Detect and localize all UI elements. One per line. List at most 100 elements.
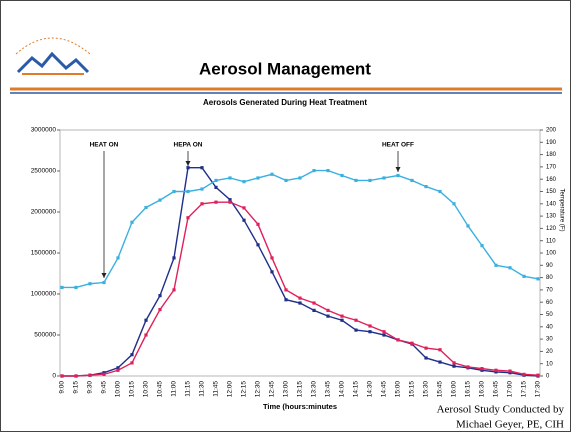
data-point [340,173,344,178]
data-point [60,374,64,378]
x-tick-label: 15:15 [409,381,416,398]
data-point [242,206,246,210]
y2-tick-label: 160 [546,177,557,183]
data-point [480,368,484,372]
annotation: HEPA ON [174,142,203,149]
y2-tick-label: 20 [546,349,553,355]
slide-title: Aerosol Management [199,59,371,78]
data-point [438,360,442,364]
y2-tick-label: 10 [546,361,553,367]
y2-tick-label: 80 [546,275,553,281]
data-point [116,368,120,372]
data-point [74,374,78,378]
x-tick-label: 15:45 [437,381,444,398]
data-point [144,205,148,210]
data-point [382,176,386,180]
x-tick-label: 12:15 [241,381,248,398]
x-tick-label: 11:15 [185,381,192,397]
data-point [186,189,190,194]
x-tick-label: 13:00 [283,381,290,398]
x-tick-label: 10:30 [143,381,150,398]
data-point [354,328,358,332]
x-tick-label: 12:00 [227,381,234,398]
data-point [214,178,218,183]
data-point [200,202,204,206]
y2-tick-label: 180 [546,152,557,158]
data-point [200,187,204,191]
x-tick-label: 14:15 [353,381,360,398]
data-point [368,178,372,183]
data-point [326,314,330,318]
y2-axis-label: Temperature (F) [558,188,564,231]
data-point [298,296,302,300]
x-tick-label: 16:30 [479,381,486,398]
data-point [326,168,330,173]
data-point [228,198,232,202]
x-tick-label: 9:15 [73,381,80,394]
x-axis-label: Time (hours:minutes [263,402,337,411]
x-tick-label: 13:15 [297,381,304,398]
x-tick-label: 16:00 [451,381,458,398]
data-point [494,263,498,267]
data-point [172,256,176,260]
data-point [74,285,78,290]
data-point [312,301,316,305]
y2-tick-label: 190 [546,140,557,146]
data-point [312,308,316,312]
data-point [536,277,540,281]
logo [15,37,91,75]
x-tick-label: 12:45 [269,381,276,398]
data-point [158,198,162,202]
y-tick-label: 1000000 [31,291,57,298]
data-point [340,314,344,318]
chart-title: Aerosols Generated During Heat Treatment [203,98,367,107]
data-point [130,220,134,224]
y-tick-label: 2000000 [31,209,57,216]
data-point [130,361,134,365]
y2-tick-label: 70 [546,287,553,293]
x-tick-label: 14:45 [381,381,388,398]
data-point [228,200,232,204]
data-point [466,224,470,228]
data-point [200,166,204,170]
data-point [130,353,134,357]
data-point [368,324,372,328]
y2-tick-label: 140 [546,201,557,207]
data-point [368,330,372,334]
x-tick-label: 11:30 [199,381,206,397]
y2-tick-label: 30 [546,337,553,343]
x-tick-label: 14:00 [339,381,346,398]
data-point [144,318,148,322]
data-point [116,366,120,370]
data-point [326,308,330,312]
y-tick-label: 1500000 [31,250,57,257]
y2-tick-label: 60 [546,300,553,306]
x-tick-label: 17:30 [535,381,542,398]
x-tick-label: 14:30 [367,381,374,398]
y2-tick-label: 100 [546,251,557,257]
annotation-arrowhead [185,161,191,166]
data-point [494,368,498,372]
credit: Michael Geyer, PE, CIH [456,419,564,431]
data-point [102,372,106,376]
data-point [172,189,176,194]
y2-tick-label: 200 [546,128,557,134]
y2-tick-label: 120 [546,226,557,232]
data-point [270,270,274,274]
data-point [452,364,456,368]
y2-tick-label: 130 [546,214,557,220]
data-point [186,216,190,220]
x-tick-label: 17:15 [521,381,528,398]
y-tick-label: 0 [52,373,56,380]
x-tick-label: 9:45 [101,381,108,394]
data-point [410,341,414,345]
annotation: HEAT ON [90,142,119,149]
data-point [424,356,428,360]
data-point [242,218,246,222]
data-point [102,280,106,285]
data-point [424,346,428,350]
data-point [452,202,456,206]
